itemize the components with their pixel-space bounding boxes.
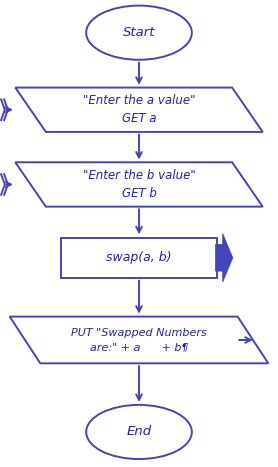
Polygon shape — [10, 317, 268, 363]
Polygon shape — [15, 88, 263, 132]
Text: "Enter the b value"
GET b: "Enter the b value" GET b — [83, 169, 195, 200]
Text: End: End — [126, 425, 152, 439]
Text: Start: Start — [123, 26, 155, 39]
Text: "Enter the a value"
GET a: "Enter the a value" GET a — [83, 94, 195, 125]
Polygon shape — [15, 163, 263, 206]
Text: swap(a, b): swap(a, b) — [106, 251, 172, 264]
Text: PUT "Swapped Numbers
are:" + a      + b¶: PUT "Swapped Numbers are:" + a + b¶ — [71, 328, 207, 352]
Polygon shape — [215, 234, 233, 282]
Ellipse shape — [86, 6, 192, 60]
Ellipse shape — [86, 405, 192, 459]
Bar — [61, 238, 217, 277]
